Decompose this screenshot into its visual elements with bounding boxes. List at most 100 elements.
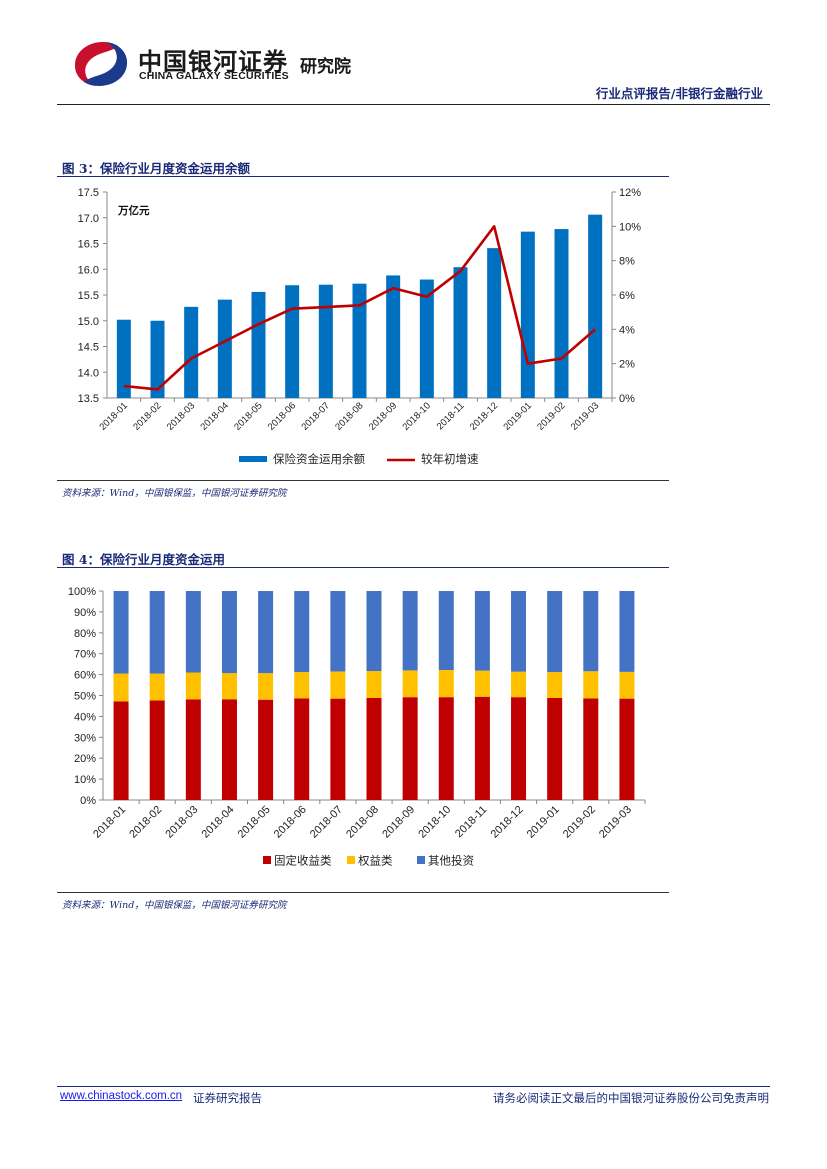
institute-name: 研究院 [300, 57, 351, 77]
report-type: 行业点评报告/非银行金融行业 [595, 86, 763, 101]
x-tick-label: 2018-12 [489, 804, 526, 841]
bar-segment-equity [185, 672, 201, 700]
y-tick-label: 10% [74, 774, 96, 786]
figure-4-title-rule [57, 567, 669, 568]
bar-fund-balance [386, 275, 401, 398]
left-tick-label: 16.5 [78, 239, 99, 251]
bar-fund-balance [352, 283, 367, 398]
y-tick-label: 40% [74, 711, 96, 723]
bar-segment-other [149, 591, 165, 674]
footer-divider [57, 1086, 770, 1087]
x-tick-label: 2018-05 [232, 400, 264, 432]
bar-fund-balance [150, 320, 165, 398]
x-tick-label: 2018-12 [468, 400, 500, 432]
bar-segment-fixed-income [511, 697, 527, 800]
x-tick-label: 2018-08 [333, 400, 365, 432]
bar-fund-balance [554, 229, 569, 398]
x-tick-label: 2019-02 [535, 400, 567, 432]
y-tick-label: 90% [74, 607, 96, 619]
x-tick-label: 2018-06 [266, 400, 298, 432]
website-link[interactable]: www.chinastock.com.cn [60, 1090, 183, 1102]
x-tick-label: 2018-11 [435, 400, 467, 432]
x-tick-label: 2018-11 [453, 804, 489, 840]
footer-disclaimer: 请务必阅读正文最后的中国银河证券股份公司免责声明 [493, 1091, 769, 1105]
bar-segment-equity [547, 672, 563, 699]
y-tick-label: 60% [74, 670, 96, 682]
bar-segment-fixed-income [221, 699, 237, 800]
bar-segment-equity [402, 670, 418, 698]
bar-segment-fixed-income [547, 698, 563, 800]
bar-segment-fixed-income [330, 698, 346, 800]
x-tick-label: 2019-01 [502, 400, 534, 432]
bar-fund-balance [217, 299, 232, 398]
bar-fund-balance [251, 291, 266, 398]
bar-segment-fixed-income [149, 700, 165, 800]
figure-3-source: 资料来源：Wind，中国银保监，中国银河证券研究院 [62, 488, 287, 499]
bar-segment-fixed-income [366, 698, 382, 800]
figure-4-title: 图 4：保险行业月度资金运用 [62, 552, 226, 567]
bar-segment-other [511, 591, 527, 672]
bar-fund-balance [520, 231, 535, 398]
bar-segment-other [583, 591, 599, 672]
legend-swatch-equity [347, 856, 355, 864]
bar-segment-other [258, 591, 274, 674]
x-tick-label: 2018-04 [200, 804, 237, 841]
bar-segment-fixed-income [258, 699, 274, 800]
chart-fund-allocation: 0% 10% 20% 30% 40% 50% 60% 70% 80% 90% 100% 2018-01… [68, 586, 646, 868]
legend-label-line: 较年初增速 [421, 452, 479, 466]
x-tick-label: 2018-10 [401, 400, 433, 432]
bar-segment-other [402, 591, 418, 671]
right-tick-label: 4% [619, 324, 635, 336]
bar-segment-fixed-income [438, 697, 454, 800]
y-tick-label: 50% [74, 691, 96, 703]
right-tick-label: 0% [619, 393, 635, 405]
figure-4-bottom-rule [57, 892, 669, 893]
legend-label-equity: 权益类 [358, 854, 393, 868]
bar-segment-fixed-income [474, 696, 490, 800]
x-tick-label: 2019-03 [597, 804, 634, 841]
legend-swatch-bar [239, 456, 267, 462]
bar-segment-equity [366, 671, 382, 699]
right-tick-label: 6% [619, 290, 635, 302]
x-tick-label: 2018-03 [163, 804, 200, 841]
legend-swatch-fixed-income [263, 856, 271, 864]
x-tick-label: 2019-02 [561, 804, 598, 841]
bar-segment-equity [511, 671, 527, 698]
left-tick-label: 15.5 [78, 290, 99, 302]
figure-3-title-rule [57, 176, 669, 177]
x-tick-label: 2018-09 [367, 400, 399, 432]
bar-segment-other [294, 591, 310, 673]
bar-segment-fixed-income [294, 698, 310, 800]
left-tick-label: 16.0 [78, 264, 99, 276]
x-tick-label: 2018-02 [131, 400, 163, 432]
bar-fund-balance [116, 319, 131, 398]
bar-segment-equity [294, 672, 310, 699]
bar-segment-fixed-income [113, 701, 129, 800]
bar-fund-balance [588, 214, 603, 398]
bar-fund-balance [285, 285, 300, 398]
left-tick-label: 14.0 [78, 367, 99, 379]
y-tick-label: 100% [68, 586, 96, 598]
bar-fund-balance [318, 284, 333, 398]
bar-segment-other [619, 591, 635, 672]
bar-segment-equity [474, 670, 490, 697]
bar-segment-other [547, 591, 563, 673]
bar-segment-fixed-income [402, 697, 418, 800]
x-tick-label: 2018-06 [272, 804, 309, 841]
bar-segment-other [366, 591, 382, 672]
bar-segment-fixed-income [583, 698, 599, 800]
y-tick-label: 0% [80, 795, 96, 807]
legend-swatch-other [417, 856, 425, 864]
x-tick-label: 2018-10 [416, 804, 453, 841]
bar-segment-other [113, 591, 129, 674]
x-tick-label: 2018-03 [165, 400, 197, 432]
right-tick-label: 10% [619, 221, 641, 233]
bar-segment-equity [113, 673, 129, 702]
x-tick-label: 2018-07 [308, 804, 345, 841]
bar-fund-balance [419, 279, 434, 398]
x-tick-label: 2019-01 [525, 804, 562, 841]
right-tick-label: 2% [619, 359, 635, 371]
x-tick-label: 2018-01 [91, 804, 128, 841]
bar-segment-other [221, 591, 237, 674]
bar-segment-equity [330, 671, 346, 699]
